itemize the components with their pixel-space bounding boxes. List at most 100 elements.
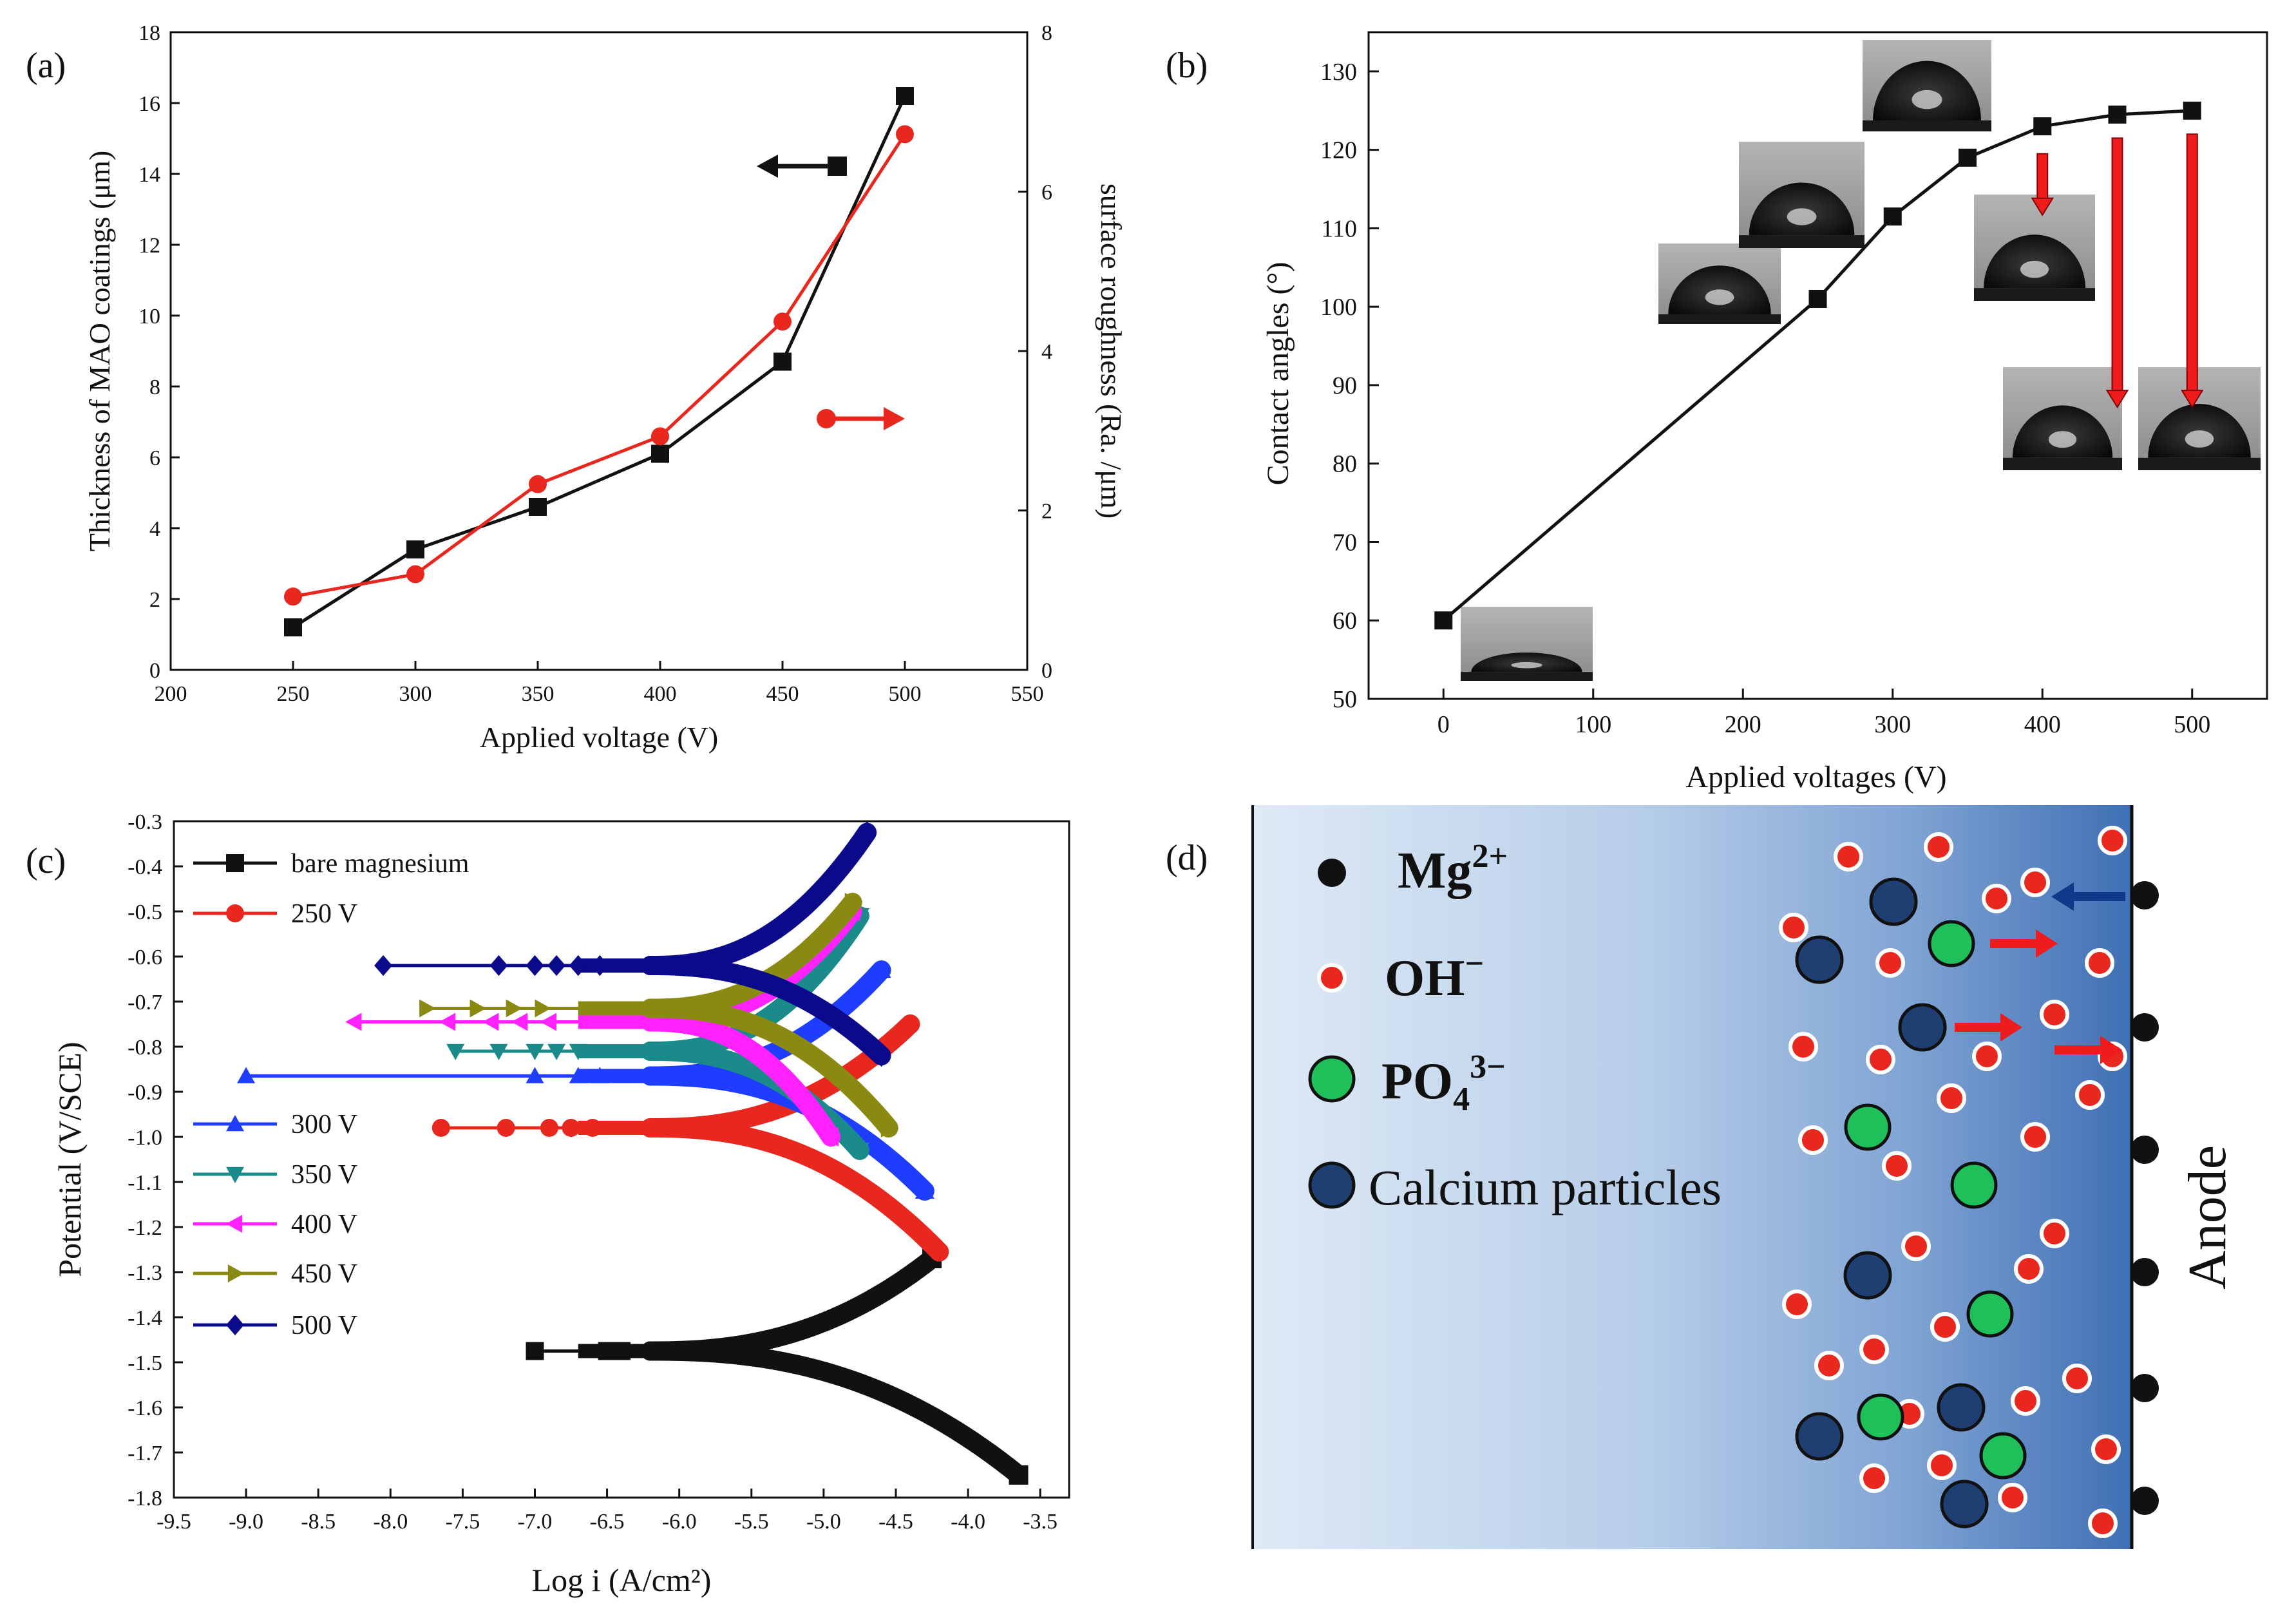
panel-c-data-point: [511, 1013, 528, 1031]
panel-c-x-tick-label: -6.5: [590, 1510, 625, 1534]
panel-c-legend-label: 300 V: [291, 1110, 357, 1139]
oh-ion-particle: [2014, 1254, 2044, 1284]
panel-c-data-point: [446, 1043, 465, 1060]
panel-a-x-tick-label: 250: [277, 682, 310, 706]
oh-ion-particle: [2091, 1434, 2121, 1464]
panel-c-legend-marker: [226, 1314, 244, 1336]
calcium-particle: [1843, 1251, 1892, 1300]
calcium-legend-label: Calcium particles: [1369, 1159, 1722, 1215]
panel-c-x-tick-label: -8.0: [373, 1510, 408, 1534]
calcium-legend-dot: [1308, 1161, 1356, 1209]
mg-label-main: Mg: [1398, 843, 1472, 899]
oh-ion-particle: [1788, 1032, 1818, 1062]
panel-c-y-tick-label: -1.7: [128, 1442, 162, 1465]
panel-c-branch-end-marker: [821, 1127, 839, 1147]
panel-c-cathodic-branch: [640, 998, 898, 1138]
calcium-particle: [1795, 1412, 1844, 1461]
panel-c-y-tick-label: -1.6: [128, 1396, 162, 1420]
panel-c-data-point: [237, 1067, 256, 1083]
panel-c-branch-end-marker: [871, 1044, 891, 1067]
panel-c-y-tick-label: -1.5: [128, 1351, 162, 1375]
oh-ion-particle: [2098, 826, 2127, 855]
panel-c-y-tick-label: -0.4: [128, 855, 162, 879]
oh-ion-particle: [1982, 884, 2011, 913]
panel-c-data-point: [535, 999, 551, 1018]
panel-c-series: [237, 821, 1029, 1485]
oh-ion-particle: [1782, 1290, 1812, 1319]
panel-a-data-point: [284, 587, 302, 606]
panel-c-x-tick-label: -6.0: [662, 1510, 697, 1534]
panel-b-x-tick-label: 200: [1725, 711, 1761, 738]
panel-c-y-tick-label: -1.1: [128, 1171, 162, 1195]
diagram-blue-arrow-head: [2051, 882, 2074, 911]
panel-c-y-tick-label: -1.2: [128, 1216, 162, 1240]
panel-c-data-point: [547, 1043, 566, 1060]
panel-c-data-point: [439, 1013, 456, 1031]
mg-ion-legend-label: Mg2+: [1398, 838, 1508, 899]
droplet-highlight: [1511, 662, 1542, 669]
panel-b-label: (b): [1166, 46, 1208, 86]
panel-c-x-tick-label: -7.0: [518, 1510, 553, 1534]
panel-b-y-tick-label: 50: [1333, 686, 1357, 713]
panel-c-x-axis-label: Log i (A/cm²): [532, 1562, 712, 1598]
panel-a-y2-tick-label: 2: [1041, 500, 1052, 524]
panel-a-y2-axis-label: surface roughness (Ra. /μm): [1095, 184, 1128, 519]
panel-a-thickness-roughness-chart: (a) 200 250 300 350 400 450 500 550 0 2 4 6 8 10 12 14…: [26, 21, 1128, 754]
panel-a-x-tick-label: 350: [522, 682, 555, 706]
panel-b-data-point: [2033, 117, 2052, 136]
panel-c-data-point: [540, 1119, 558, 1137]
panel-a-x-tick-label: 550: [1011, 682, 1044, 706]
panel-c-x-ticks: -9.5 -9.0 -8.5 -8.0 -7.5 -7.0 -6.5 -6.0 -5.5 -5.0…: [157, 1489, 1058, 1534]
diagram-red-arrow-head: [2000, 1013, 2022, 1042]
droplet-highlight: [1787, 208, 1817, 225]
oh-ion-particle: [2088, 1509, 2118, 1538]
panel-a-label: (a): [26, 46, 66, 86]
oh-ion-particle: [1814, 1351, 1844, 1380]
panel-b-y-axis-label: Contact angles (°): [1261, 262, 1295, 485]
oh-ion-particle: [1859, 1335, 1889, 1364]
panel-b-y-tick-label: 60: [1333, 607, 1357, 634]
oh-ion-particle: [2040, 1219, 2069, 1248]
panel-c-series-group: [374, 821, 891, 1067]
droplet-inset-image: [1461, 607, 1593, 681]
panel-b-x-tick-label: 400: [2024, 711, 2061, 738]
panel-b-red-arrow-shaft: [2186, 133, 2198, 394]
droplet-highlight: [1705, 289, 1734, 305]
oh-ion-particle: [1998, 1483, 2027, 1512]
oh-ion-legend-label: OH−: [1385, 946, 1484, 1007]
droplet-highlight: [2185, 430, 2214, 448]
oh-ion-particle: [1924, 832, 1953, 862]
droplet-inset-image: [1739, 142, 1864, 248]
panel-c-legend-marker: [227, 1264, 244, 1282]
panel-a-data-point: [529, 475, 547, 493]
panel-c-data-point: [540, 1013, 557, 1031]
panel-c-data-point: [583, 1119, 602, 1137]
oh-ion-particle: [2085, 948, 2114, 978]
panel-c-data-point: [569, 955, 587, 976]
oh-ion-particle: [1882, 1151, 1912, 1181]
droplet-substrate: [1658, 314, 1781, 324]
droplet-highlight: [1912, 90, 1942, 109]
oh-ion-particle: [1875, 948, 1905, 978]
panel-c-legend-label: 500 V: [291, 1311, 357, 1340]
calcium-particle: [1795, 935, 1844, 984]
panel-a-data-point: [651, 444, 669, 463]
diagram-red-arrow-head: [2036, 929, 2058, 958]
panel-c-data-point: [489, 955, 508, 976]
oh-ion-particle: [1834, 842, 1863, 871]
panel-c-cathodic-branch: [640, 956, 891, 1065]
panel-c-legend-label: 450 V: [291, 1259, 357, 1289]
panel-c-branch-end-marker: [929, 1242, 949, 1262]
panel-c-y-tick-label: -1.8: [128, 1487, 162, 1510]
panel-a-y-tick-label: 4: [149, 517, 160, 541]
panel-a-y2-tick-label: 4: [1041, 340, 1052, 364]
panel-a-x-tick-label: 450: [766, 682, 799, 706]
panel-c-legend-marker: [226, 854, 244, 872]
panel-c-data-point: [547, 955, 566, 976]
panel-c-label: (c): [26, 841, 66, 881]
panel-c-polarization-chart: (c) -9.5 -9.0 -8.5 -8.0 -7.5 -7.0 -6.5 -6.0 -5.5…: [26, 810, 1070, 1598]
panel-b-x-tick-label: 100: [1575, 711, 1611, 738]
calcium-particle: [1937, 1383, 1986, 1432]
panel-b-series: [1434, 101, 2201, 630]
